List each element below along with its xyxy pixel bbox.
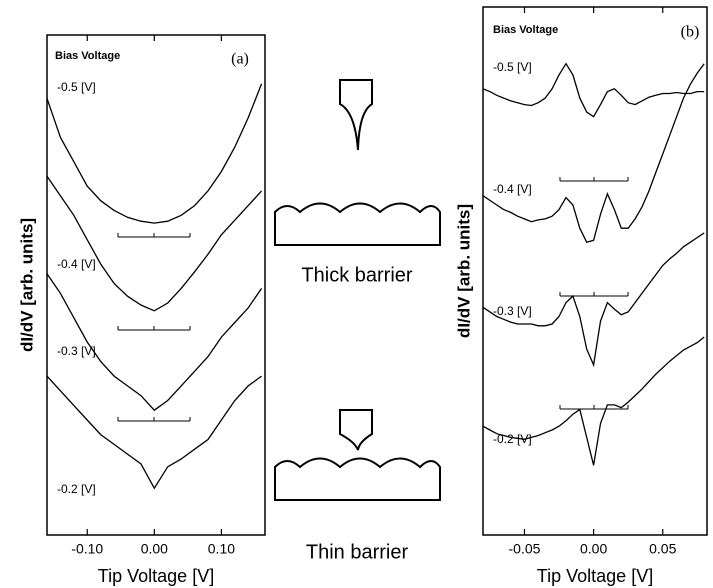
tip-thick bbox=[274, 79, 441, 246]
spectrum-line bbox=[46, 273, 263, 412]
panel-label: (b) bbox=[681, 24, 700, 41]
scale-bar bbox=[559, 405, 629, 410]
x-tick-label: 0.00 bbox=[580, 541, 607, 557]
legend-title: Bias Voltage bbox=[55, 50, 120, 62]
curve-label: -0.2 [V] bbox=[57, 482, 96, 496]
legend-title: Bias Voltage bbox=[493, 24, 558, 36]
tip-thin bbox=[274, 409, 441, 501]
x-tick-label: 0.10 bbox=[208, 541, 235, 557]
spectrum-line bbox=[46, 175, 263, 312]
x-tick-label: 0.05 bbox=[649, 541, 676, 557]
surface bbox=[274, 457, 441, 501]
curve-label: -0.4 [V] bbox=[493, 182, 532, 196]
x-tick-label: -0.10 bbox=[71, 541, 103, 557]
curve-label: -0.5 [V] bbox=[57, 80, 96, 94]
tip-shape bbox=[339, 79, 373, 151]
x-tick-label: 0.00 bbox=[141, 541, 168, 557]
spectrum-line bbox=[482, 232, 705, 368]
scale-bar bbox=[559, 177, 629, 182]
y-axis-label: dI/dV [arb. units] bbox=[454, 204, 473, 338]
x-axis-label: Tip Voltage [V] bbox=[537, 566, 653, 586]
x-axis-label: Tip Voltage [V] bbox=[98, 566, 214, 586]
curve-label: -0.3 [V] bbox=[493, 304, 532, 318]
surface bbox=[274, 202, 441, 246]
curve-label: -0.4 [V] bbox=[57, 257, 96, 271]
spectrum-line bbox=[482, 336, 705, 466]
barrier-label: Thin barrier bbox=[306, 541, 409, 563]
x-tick-label: -0.05 bbox=[509, 541, 541, 557]
spectrum-line bbox=[482, 62, 705, 118]
curve-label: -0.3 [V] bbox=[57, 344, 96, 358]
panel-label: (a) bbox=[231, 51, 249, 68]
scale-bar bbox=[559, 292, 629, 297]
scale-bar bbox=[117, 417, 191, 422]
scale-bar bbox=[117, 233, 191, 238]
spectrum-line bbox=[482, 63, 705, 243]
curve-label: -0.2 [V] bbox=[493, 432, 532, 446]
plot-frame bbox=[46, 34, 266, 536]
plot-frame bbox=[482, 6, 708, 536]
tip-shape bbox=[339, 409, 373, 451]
barrier-label: Thick barrier bbox=[301, 264, 412, 286]
spectrum-line bbox=[46, 375, 262, 490]
spectrum-line bbox=[46, 83, 263, 224]
y-axis-label: dI/dV [arb. units] bbox=[17, 218, 36, 352]
scale-bar bbox=[117, 326, 191, 331]
curve-label: -0.5 [V] bbox=[493, 60, 532, 74]
